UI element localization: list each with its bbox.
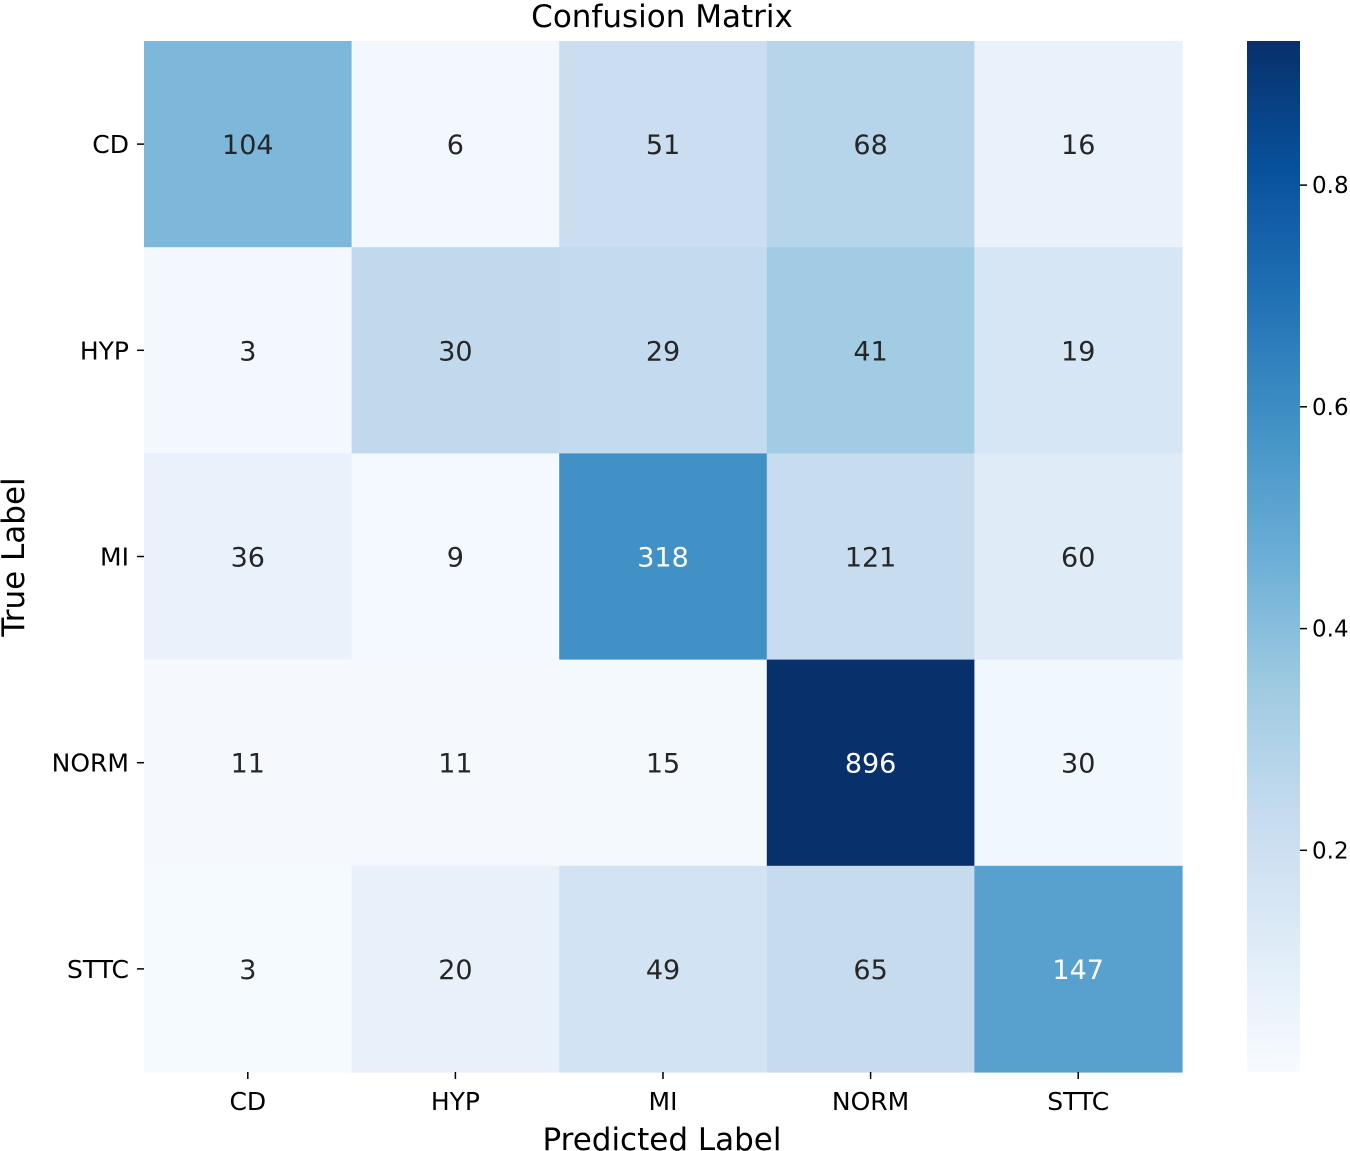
- colorbar-tick-label: 0.4: [1312, 617, 1349, 643]
- heatmap-cell: [974, 453, 1183, 661]
- cell-value-label: 29: [646, 336, 680, 367]
- y-tick-label: HYP: [80, 336, 129, 365]
- cell-value-label: 3: [239, 336, 256, 367]
- heatmap-cell: [974, 659, 1183, 867]
- cell-value-label: 20: [438, 955, 472, 986]
- heatmap-cell: [559, 41, 768, 248]
- colorbar-ticks: 0.2 0.4 0.6 0.8: [1300, 173, 1349, 864]
- heatmap-cell: [766, 453, 975, 661]
- cell-value-label: 60: [1061, 543, 1095, 574]
- heatmap-cell: [351, 659, 560, 867]
- heatmap-cell: [974, 41, 1183, 248]
- x-tick-label: STTC: [1047, 1087, 1109, 1116]
- heatmap-cell: [351, 41, 560, 248]
- y-tick-label: STTC: [67, 955, 129, 984]
- cell-value-label: 68: [853, 130, 887, 161]
- heatmap-cell: [766, 865, 975, 1073]
- x-tick-label: CD: [229, 1087, 266, 1116]
- cell-value-label: 41: [853, 336, 887, 367]
- cell-value-label: 11: [438, 749, 472, 780]
- cell-value-label: 16: [1061, 130, 1095, 161]
- heatmap-cell: [351, 247, 560, 454]
- heatmap-cell: [144, 453, 353, 661]
- heatmap-cell: [144, 865, 353, 1073]
- cell-value-label: 147: [1052, 955, 1104, 986]
- cell-value-label: 36: [231, 543, 265, 574]
- x-tick-label: MI: [649, 1087, 678, 1116]
- cell-value-label: 15: [646, 749, 680, 780]
- heatmap-cell: [559, 659, 768, 867]
- heatmap-cell: [144, 659, 353, 867]
- colorbar-tick-label: 0.2: [1312, 838, 1349, 864]
- cell-value-label: 30: [438, 336, 472, 367]
- cell-value-label: 51: [646, 130, 680, 161]
- heatmap-cell: [559, 247, 768, 454]
- heatmap-cell: [144, 247, 353, 454]
- heatmap-cells: [144, 41, 1183, 1073]
- heatmap-cell: [559, 453, 768, 661]
- heatmap-cell: [351, 453, 560, 661]
- colorbar-tick-label: 0.8: [1312, 173, 1349, 199]
- cell-value-label: 6: [447, 130, 464, 161]
- heatmap-cell: [351, 865, 560, 1073]
- x-axis-label: Predicted Label: [542, 1122, 781, 1151]
- heatmap-cell: [766, 247, 975, 454]
- y-tick-label: MI: [100, 543, 129, 572]
- heatmap-cell-labels: 104 6 51 68 16 3 30 29 41 19 36 9 318 121 60 11 11 15 896 3…: [222, 130, 1104, 986]
- heatmap-cell: [974, 865, 1183, 1073]
- heatmap-cell: [766, 41, 975, 248]
- cell-value-label: 104: [222, 130, 274, 161]
- y-axis-ticks: CD HYP MI NORM STTC: [52, 130, 144, 984]
- heatmap-cell: [974, 247, 1183, 454]
- cell-value-label: 65: [853, 955, 887, 986]
- heatmap-cell: [559, 865, 768, 1073]
- cell-value-label: 3: [239, 955, 256, 986]
- cell-value-label: 9: [447, 543, 464, 574]
- colorbar: [1247, 41, 1300, 1072]
- heatmap-cell: [144, 41, 353, 248]
- x-tick-label: HYP: [431, 1087, 480, 1116]
- x-axis-ticks: CD HYP MI NORM STTC: [229, 1072, 1109, 1116]
- cell-value-label: 11: [231, 749, 265, 780]
- y-tick-label: CD: [92, 130, 129, 159]
- cell-value-label: 896: [845, 749, 897, 780]
- y-tick-label: NORM: [52, 749, 129, 778]
- cell-value-label: 19: [1061, 336, 1095, 367]
- cell-value-label: 318: [637, 543, 689, 574]
- heatmap-cell: [766, 659, 975, 867]
- x-tick-label: NORM: [832, 1087, 909, 1116]
- y-axis-label: True Label: [0, 477, 32, 637]
- cell-value-label: 121: [845, 543, 897, 574]
- cell-value-label: 49: [646, 955, 680, 986]
- colorbar-tick-label: 0.6: [1312, 395, 1349, 421]
- cell-value-label: 30: [1061, 749, 1095, 780]
- chart-title: Confusion Matrix: [531, 0, 793, 35]
